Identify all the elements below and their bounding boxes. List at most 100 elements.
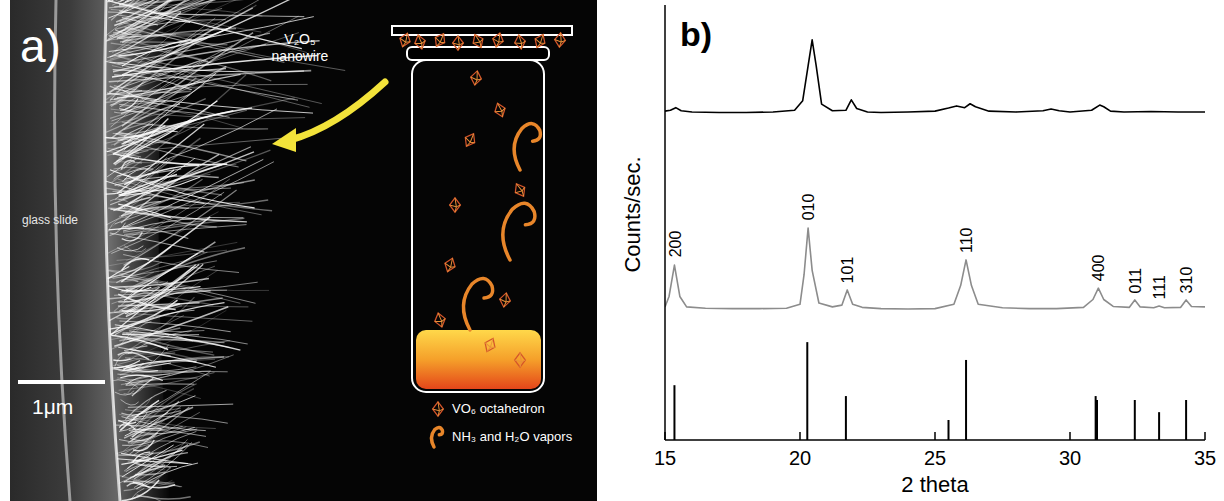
peak-index-label: 200 [667, 231, 684, 258]
nanowire [138, 439, 187, 480]
octahedron-edge [442, 256, 457, 273]
nanowire [124, 431, 196, 471]
nanowire [119, 34, 213, 39]
nanowire [116, 0, 140, 1]
octahedron-icon [433, 312, 447, 329]
octahedron-edge [450, 205, 461, 207]
octahedron-edge [453, 43, 464, 45]
octahedron-edge [438, 313, 442, 322]
octahedron-icon [450, 198, 461, 212]
nanowire [117, 378, 143, 381]
octahedron-edge [559, 42, 561, 47]
nanowire [133, 426, 183, 430]
nanowire [127, 416, 228, 423]
octahedron-edge [513, 34, 526, 50]
octahedron-edge [475, 80, 477, 86]
octahedron-edge [505, 293, 508, 302]
nanowire [117, 444, 150, 453]
nanowire [120, 22, 346, 71]
y-axis [664, 5, 666, 440]
octahedron-edge [455, 198, 456, 207]
nanowire [124, 346, 147, 351]
octahedron-edge [499, 299, 510, 303]
nanowire [113, 20, 226, 33]
vial-cap [407, 47, 549, 60]
octahedron-icon [513, 34, 526, 50]
x-axis-title: 2 theta [901, 472, 969, 497]
octahedron-icon [482, 336, 498, 354]
octahedron-edge [519, 35, 522, 44]
nanowire [117, 250, 227, 260]
arrow-label-line: V₂O₅ [284, 31, 315, 47]
octahedron-icon [432, 31, 449, 49]
nanowire [116, 92, 164, 104]
panel-b: 15202530352 thetaCounts/sec.b)2000101011… [620, 5, 1216, 497]
nanowire [133, 404, 178, 421]
octahedron-icon [442, 256, 457, 273]
octahedron-edge [560, 33, 562, 42]
xrd-pattern [665, 40, 1205, 113]
octahedron-edge [498, 103, 502, 112]
nanowire [134, 442, 192, 487]
nanowire [109, 8, 253, 92]
nanowire [136, 442, 185, 474]
octahedron-edge [448, 267, 451, 273]
x-tick [1204, 432, 1206, 440]
xrd-pattern [665, 228, 1205, 309]
panel-a: a)V₂O₅nanowireVO₆ octahedronNH₃ and H₂O … [10, 0, 597, 501]
reference-stick [1158, 412, 1160, 440]
octahedron-edge [439, 34, 445, 42]
nanowire [107, 84, 308, 94]
octahedron-edge [520, 44, 522, 50]
nanowire [112, 0, 298, 53]
vapor-icon [463, 278, 492, 330]
arrow-label-line: nanowire [272, 48, 329, 64]
octahedron-edge [435, 319, 446, 324]
reference-stick [1095, 396, 1097, 440]
octahedron-icon [462, 131, 479, 149]
octahedron-edge [532, 32, 548, 50]
octahedron-edge [520, 362, 521, 367]
scale-bar-label: 1μm [32, 395, 73, 418]
octahedron-edge [470, 32, 486, 50]
vapor-icon [432, 427, 443, 447]
nanowire [105, 126, 165, 138]
octahedron-edge [496, 42, 499, 48]
octahedron-edge [404, 33, 408, 42]
nanowire [124, 385, 146, 395]
nanowire [115, 0, 250, 29]
nanowire [114, 313, 252, 322]
nanowire [125, 408, 181, 412]
octahedron-edge [462, 131, 479, 149]
reference-stick [806, 342, 808, 440]
octahedron-edge [469, 70, 482, 86]
x-tick [1069, 432, 1071, 440]
legend-text: NH₃ and H₂O vapors [452, 429, 573, 444]
schematic-legend: VO₆ octahedronNH₃ and H₂O vapors [432, 401, 573, 447]
nanowire [115, 391, 134, 395]
nanowire [125, 27, 285, 62]
nanowire [119, 373, 215, 391]
x-tick-label: 20 [789, 447, 811, 469]
octahedron-edge [397, 31, 412, 48]
nanowire [122, 47, 211, 63]
octahedron-edge [436, 42, 440, 47]
octahedron-edge [515, 353, 526, 367]
nanowire [118, 113, 224, 141]
nanowire [115, 310, 195, 335]
octahedron-icon [433, 402, 444, 416]
nanowire [119, 150, 271, 200]
nanowire [132, 396, 196, 416]
octahedron-edge [413, 34, 427, 51]
octahedron-edge [492, 39, 503, 44]
nanowire [120, 321, 151, 345]
x-tick [799, 432, 801, 440]
octahedron-icon [498, 292, 511, 308]
nanowire [115, 8, 222, 51]
nanowire [131, 345, 168, 373]
nanowire [118, 204, 171, 218]
octahedron-edge [554, 40, 565, 43]
nanowire [119, 170, 174, 195]
panel-label: b) [680, 15, 712, 53]
octahedron-edge [453, 36, 464, 50]
